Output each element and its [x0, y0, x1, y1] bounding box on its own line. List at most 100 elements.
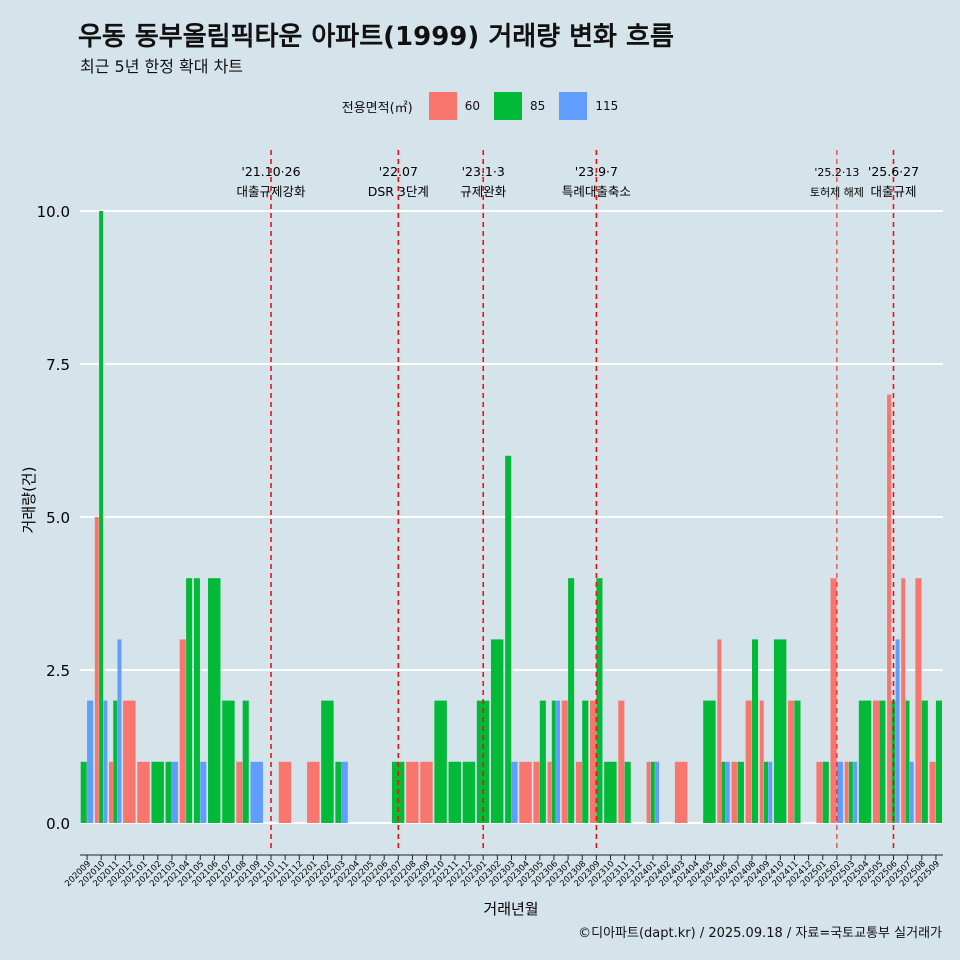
bar-202502-60: [830, 578, 837, 823]
bar-202105-85: [193, 578, 200, 823]
legend-label-85: 85: [530, 99, 546, 113]
bar-202108-85: [242, 700, 249, 823]
bar-202501-85: [822, 761, 829, 823]
event-label-202301: 규제완화: [460, 184, 507, 199]
bar-202306-85: [551, 700, 556, 823]
event-label-202506: 대출규제: [870, 184, 916, 199]
bar-202308-85: [582, 700, 589, 823]
bar-202011-115: [117, 639, 122, 823]
bar-202407-60: [731, 761, 738, 823]
bar-202406-115: [725, 761, 730, 823]
event-date-202207: '22.07: [379, 164, 418, 179]
event-label-202207: DSR 3단계: [368, 184, 429, 199]
bar-202212-85: [462, 761, 476, 823]
event-label-202110: 대출규제강화: [236, 184, 306, 199]
bar-202405-85: [703, 700, 716, 823]
bar-202208-60: [406, 761, 419, 823]
bar-202201-60: [307, 761, 320, 823]
bar-202411-60: [788, 700, 795, 823]
event-date-202502: '25.2·13: [814, 166, 859, 179]
bar-202311-85: [624, 761, 631, 823]
legend-title: 전용면적(㎡): [341, 100, 413, 116]
event-label-202309: 특례대출축소: [562, 184, 631, 199]
bar-202310-85: [604, 761, 617, 823]
bar-202211-85: [448, 761, 461, 823]
bar-202309-60: [590, 700, 597, 823]
event-date-202301: '23.1·3: [462, 164, 505, 179]
legend-item-60: 60: [428, 92, 480, 120]
bar-202407-85: [737, 761, 744, 823]
bar-202203-115: [341, 761, 348, 823]
bar-202503-85: [848, 761, 853, 823]
bar-202011-60: [109, 761, 113, 823]
event-markers: '21.10·26 대출규제강화 '22.07 DSR 3단계 '23.1·3 규제완화 '…: [236, 150, 919, 852]
bar-202010-85: [99, 211, 104, 823]
legend-key-60: [428, 92, 457, 120]
bar-202503-60: [844, 761, 849, 823]
bar-202406-85: [721, 761, 726, 823]
bar-202411-85: [794, 700, 801, 823]
y-tick-label: 10.0: [37, 203, 70, 221]
bar-202506-85: [891, 700, 896, 823]
bar-202308-60: [575, 761, 582, 823]
bar-202108-60: [236, 761, 243, 823]
bar-202509-85: [935, 700, 942, 823]
bar-202303-85: [505, 455, 512, 823]
bar-202103-85: [165, 761, 172, 823]
bar-202508-85: [921, 700, 928, 823]
bar-202101-60: [137, 761, 150, 823]
chart-title: 우동 동부올림픽타운 아파트(1999) 거래량 변화 흐름: [78, 22, 674, 52]
x-axis-title: 거래년월: [483, 900, 538, 918]
event-date-202506: '25.6·27: [868, 164, 919, 179]
bar-202505-85: [879, 700, 886, 823]
bar-202309-85: [596, 578, 603, 823]
event-date-202309: '23.9·7: [575, 164, 618, 179]
event-date-202110: '21.10·26: [241, 164, 300, 179]
legend-item-85: 85: [494, 92, 545, 120]
bar-202401-60: [646, 761, 651, 823]
bar-202304-60: [519, 761, 532, 823]
bar-202303-115: [511, 761, 518, 823]
bar-202106-85: [208, 578, 221, 823]
legend-item-115: 115: [559, 92, 618, 120]
bar-202401-85: [650, 761, 655, 823]
bar-202401-115: [655, 761, 660, 823]
bar-202306-115: [556, 700, 561, 823]
bar-202307-85: [568, 578, 575, 823]
bar-202107-85: [222, 700, 235, 823]
bar-202505-60: [872, 700, 880, 823]
bar-202508-60: [915, 578, 922, 823]
y-tick-label: 5.0: [46, 509, 70, 527]
bar-202010-60: [94, 517, 99, 823]
bar-202406-60: [717, 639, 722, 823]
legend-key-115: [559, 92, 588, 120]
bar-202210-85: [434, 700, 447, 823]
bar-202502-115: [836, 761, 843, 823]
bar-202009-115: [87, 700, 94, 823]
bar-202403-60: [674, 761, 688, 823]
bar-202501-60: [816, 761, 823, 823]
bar-202104-85: [186, 578, 193, 823]
bar-202105-115: [200, 761, 207, 823]
bar-202012-60: [123, 700, 136, 823]
chart-subtitle: 최근 5년 한정 확대 차트: [80, 57, 244, 76]
y-tick-label: 0.0: [46, 815, 70, 833]
bars: [80, 211, 942, 823]
bar-202506-60: [887, 394, 892, 823]
bar-202408-85: [752, 639, 759, 823]
bar-202009-85: [80, 761, 87, 823]
bar-202306-60: [547, 761, 552, 823]
bar-202504-85: [858, 700, 872, 823]
bar-202507-60: [901, 578, 906, 823]
legend-label-115: 115: [595, 99, 619, 113]
bar-202202-85: [321, 700, 334, 823]
bar-202109-115: [250, 761, 263, 823]
bar-202410-85: [773, 639, 787, 823]
bar-202507-115: [909, 761, 914, 823]
bar-202209-60: [420, 761, 433, 823]
bar-202011-85: [113, 700, 118, 823]
bar-202010-115: [103, 700, 108, 823]
bar-202503-115: [853, 761, 858, 823]
bar-202111-60: [278, 761, 292, 823]
bar-202103-115: [171, 761, 179, 823]
